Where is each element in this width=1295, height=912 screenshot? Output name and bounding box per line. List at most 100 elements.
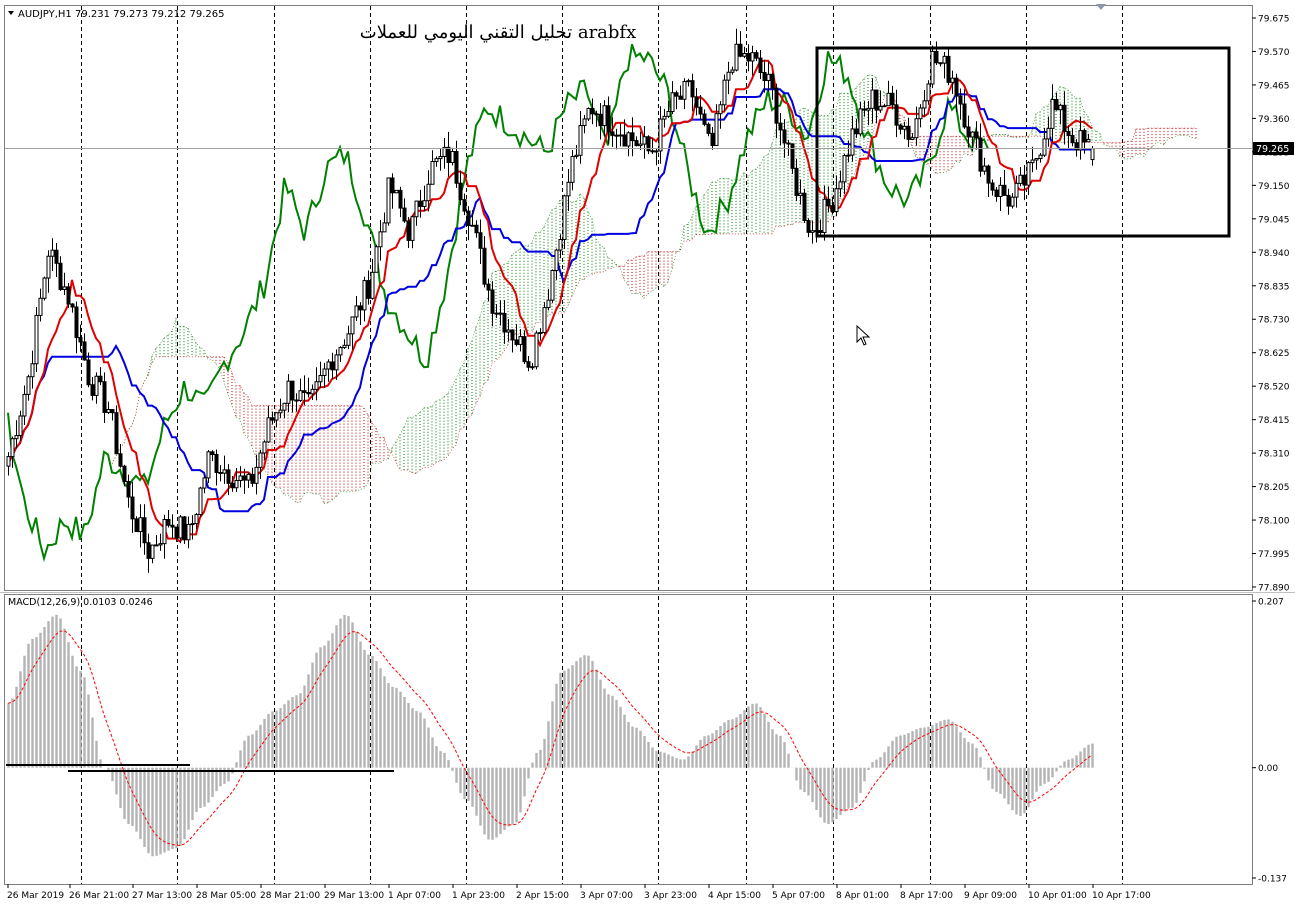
candle-body: [30, 363, 35, 378]
candle-body: [46, 255, 51, 279]
candle-body: [250, 473, 255, 484]
candle-body: [926, 83, 931, 102]
candle-body: [194, 513, 199, 525]
candle-body: [794, 167, 799, 197]
candle-body: [1050, 98, 1055, 129]
candle-body: [958, 95, 963, 105]
candle-body: [518, 336, 523, 345]
candle-body: [190, 523, 195, 526]
candle-body: [998, 184, 1003, 198]
price-tick-label: 79.675: [1258, 15, 1290, 25]
candle-body: [862, 108, 867, 111]
candle-body: [938, 62, 943, 65]
price-tick-label: 78.940: [1258, 249, 1290, 259]
vertical-gridlines: [81, 6, 1123, 884]
price-tick-label: 78.205: [1258, 483, 1290, 493]
candle-body: [1042, 138, 1047, 156]
candle-body: [390, 177, 395, 194]
current-price-box: [1253, 142, 1294, 155]
candle-body: [810, 230, 815, 233]
price-tick-label: 79.570: [1258, 48, 1290, 58]
candle-body: [222, 469, 227, 474]
candle-body: [338, 347, 343, 356]
candle-body: [554, 249, 559, 271]
axes: 79.67579.57079.46579.36079.25579.15079.0…: [7, 15, 1290, 902]
candle-body: [486, 283, 491, 291]
candle-body: [470, 224, 475, 227]
candle-body: [462, 199, 467, 212]
candle-body: [922, 100, 927, 109]
candle-body: [586, 107, 591, 120]
dropdown-arrow-icon[interactable]: [8, 11, 14, 15]
candle-body: [534, 332, 539, 368]
candle-body: [238, 475, 243, 481]
candle-body: [118, 453, 123, 467]
candle-body: [242, 475, 247, 481]
candle-body: [930, 50, 935, 85]
candle-body: [454, 151, 459, 184]
candle-body: [150, 544, 155, 559]
candle-body: [446, 146, 451, 164]
candle-body: [614, 134, 619, 137]
candle-body: [750, 52, 755, 62]
candle-body: [558, 239, 563, 251]
candle-body: [726, 71, 731, 81]
time-tick-label: 1 Apr 07:00: [388, 891, 441, 901]
candle-body: [546, 299, 551, 309]
time-tick-label: 3 Apr 07:00: [580, 891, 633, 901]
candle-body: [530, 366, 535, 369]
candle-body: [954, 77, 959, 97]
candle-body: [42, 277, 47, 299]
candle-body: [134, 518, 139, 533]
candle-body: [18, 415, 23, 437]
candle-body: [714, 113, 719, 146]
candle-body: [514, 339, 519, 345]
candle-body: [694, 96, 699, 108]
annotations: [6, 46, 1231, 772]
candle-body: [410, 216, 415, 241]
time-tick-label: 28 Mar 21:00: [260, 891, 320, 901]
price-tick-label: 79.150: [1258, 182, 1290, 192]
candle-body: [382, 222, 387, 233]
candle-body: [506, 329, 511, 333]
candle-body: [822, 198, 827, 234]
candle-body: [962, 103, 967, 128]
macd-tick-label: 0.207: [1258, 598, 1284, 608]
macd-histogram: [7, 614, 1094, 857]
candle-body: [678, 95, 683, 100]
candle-body: [846, 154, 851, 157]
candle-body: [730, 69, 735, 73]
candle-body: [718, 104, 723, 115]
candle-body: [982, 165, 987, 172]
candle-body: [890, 92, 895, 106]
candle-body: [1074, 142, 1079, 151]
candle-body: [994, 189, 999, 198]
scroll-marker-icon[interactable]: [1096, 4, 1106, 10]
candle-body: [438, 156, 443, 160]
candle-body: [906, 125, 911, 140]
candle-body: [122, 465, 127, 483]
candle-body: [414, 200, 419, 218]
candle-body: [14, 435, 19, 440]
candle-body: [778, 122, 783, 131]
candle-body: [86, 359, 91, 386]
candle-body: [570, 155, 575, 183]
candle-body: [662, 115, 667, 120]
candle-body: [166, 519, 171, 526]
candle-body: [418, 200, 423, 208]
candle-body: [142, 517, 147, 544]
candle-body: [882, 105, 887, 108]
candle-body: [1002, 184, 1007, 196]
candle-body: [854, 128, 859, 135]
candle-body: [1058, 104, 1063, 111]
candle-body: [1082, 130, 1087, 143]
candle-body: [178, 516, 183, 539]
candle-body: [66, 286, 71, 305]
candle-body: [1066, 130, 1071, 137]
price-tick-label: 77.995: [1258, 550, 1290, 560]
price-tick-label: 79.045: [1258, 215, 1290, 225]
candle-body: [934, 50, 939, 64]
candle-body: [1054, 98, 1059, 111]
candle-body: [818, 229, 823, 234]
